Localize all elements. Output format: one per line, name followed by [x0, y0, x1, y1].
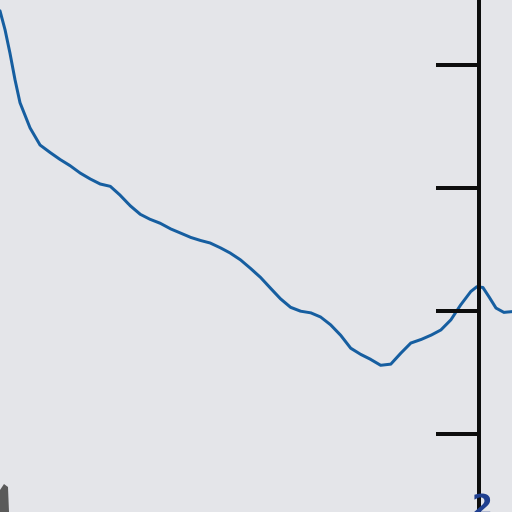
- series-line-1: [0, 9, 512, 367]
- corner-mark-shape: [0, 484, 9, 512]
- axis-layer: [436, 0, 481, 512]
- series-layer: [0, 9, 512, 367]
- tick-label: 2: [472, 489, 493, 512]
